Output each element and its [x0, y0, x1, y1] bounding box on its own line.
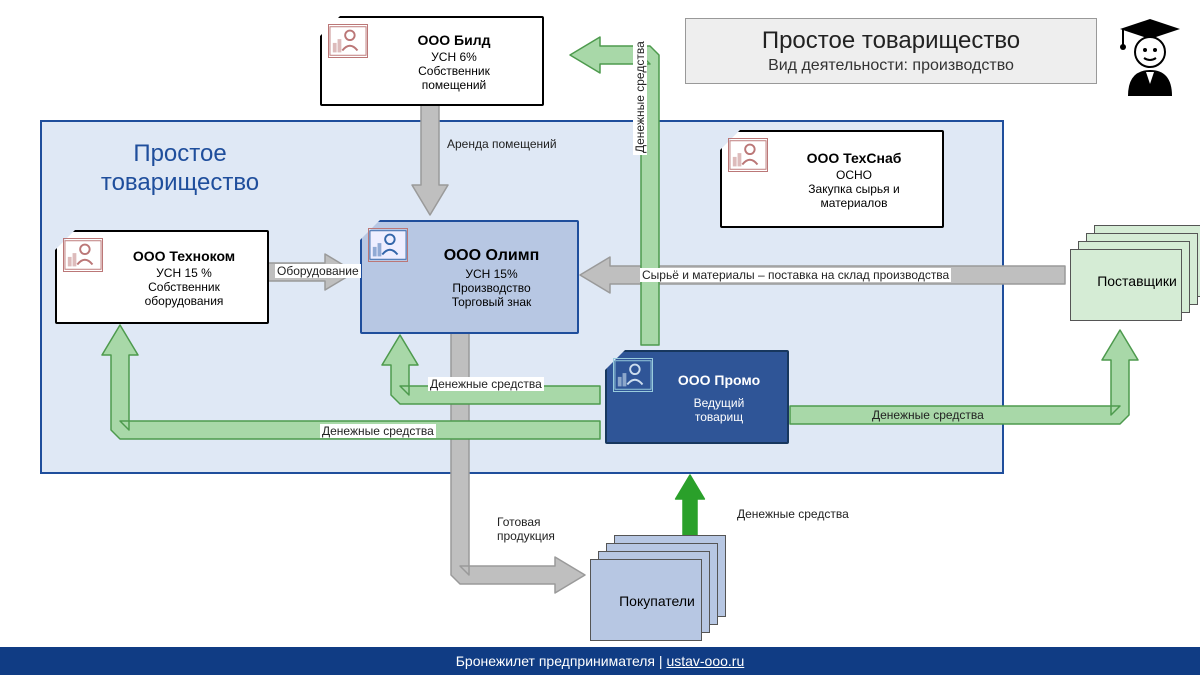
footer-text: Бронежилет предпринимателя | — [456, 653, 667, 669]
org-icon — [368, 228, 408, 262]
org-icon — [63, 238, 103, 272]
node-tehnokom: ООО ТехнокомУСН 15 %Собственникоборудова… — [55, 230, 269, 324]
label-oborud: Оборудование — [275, 264, 361, 278]
org-icon — [613, 358, 653, 392]
label-arenda: Аренда помещений — [445, 137, 559, 151]
title-line1: Простое товарищество — [704, 27, 1078, 55]
title-box: Простое товарищество Вид деятельности: п… — [685, 18, 1097, 84]
footer-link[interactable]: ustav-ooo.ru — [666, 653, 744, 669]
label-gotovaya: Готовая продукция — [495, 515, 557, 543]
label-money-supp: Денежные средства — [870, 408, 986, 422]
stack-buyers: Покупатели — [590, 535, 724, 639]
label-money-olimp: Денежные средства — [428, 377, 544, 391]
diagram-stage: Простое товарищество Вид деятельности: п… — [0, 0, 1200, 675]
scholar-icon — [1110, 12, 1190, 96]
label-money-up: Денежные средства — [633, 39, 647, 155]
label-money-buyers: Денежные средства — [735, 507, 851, 521]
node-tehsnab: ООО ТехСнабОСНОЗакупка сырья иматериалов — [720, 130, 944, 228]
partnership-container-label: Простое товарищество — [80, 140, 280, 198]
node-promo: ООО ПромоВедущийтоварищ — [605, 350, 789, 444]
node-olimp: ООО ОлимпУСН 15%ПроизводствоТорговый зна… — [360, 220, 579, 334]
title-line2: Вид деятельности: производство — [704, 57, 1078, 75]
org-icon — [728, 138, 768, 172]
node-bild: ООО БилдУСН 6%Собственникпомещений — [320, 16, 544, 106]
stack-suppliers: Поставщики — [1070, 225, 1200, 319]
label-syrye: Сырьё и материалы – поставка на склад пр… — [640, 268, 951, 282]
label-money-tehn: Денежные средства — [320, 424, 436, 438]
org-icon — [328, 24, 368, 58]
footer-bar: Бронежилет предпринимателя | ustav-ooo.r… — [0, 647, 1200, 675]
